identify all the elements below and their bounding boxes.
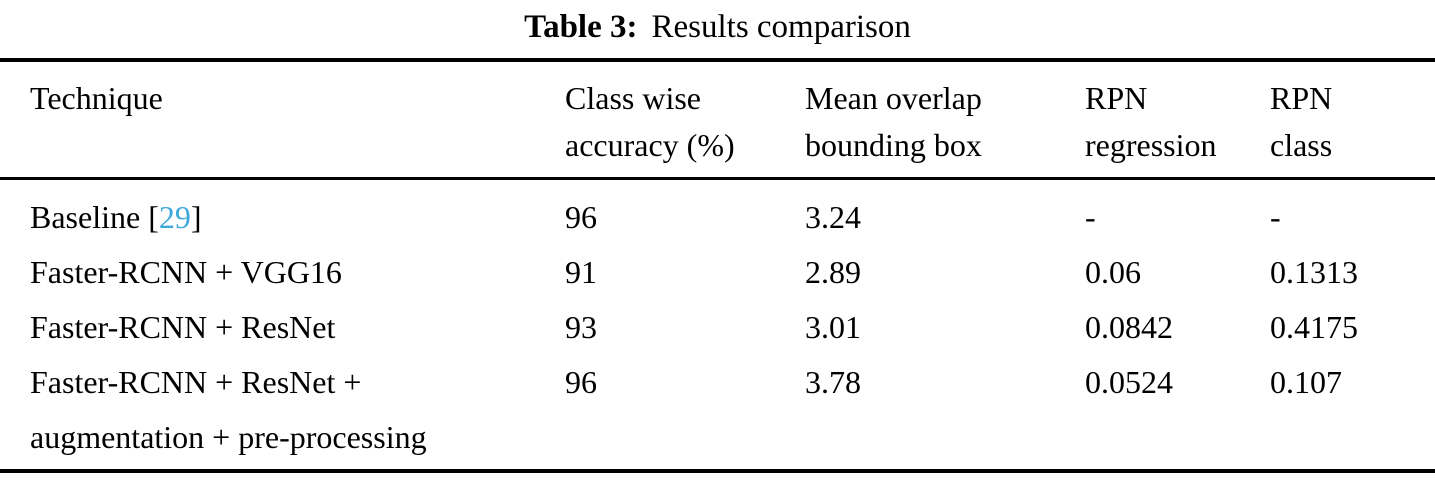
table-row-faster-rcnn-vgg16: Faster-RCNN + VGG16 91 2.89 0.06 0.1313 [0, 245, 1435, 300]
accuracy-cell: 91 [565, 254, 597, 290]
technique-text: Baseline [ [30, 199, 159, 235]
rpn-regression-cell: - [1085, 199, 1096, 235]
column-header-class-wise-accuracy: Class wise accuracy (%) [565, 60, 805, 180]
technique-cell: Faster-RCNN + ResNet [30, 309, 336, 345]
rpn-class-cell: - [1270, 199, 1281, 235]
technique-text: ] [190, 199, 202, 235]
overlap-cell: 3.24 [805, 199, 861, 235]
citation-link-29[interactable]: 29 [158, 199, 191, 235]
rpn-class-cell: 0.4175 [1270, 309, 1358, 345]
overlap-cell: 3.01 [805, 309, 861, 345]
accuracy-cell: 96 [565, 364, 597, 400]
table-caption-text: Results comparison [651, 9, 911, 45]
table-row-faster-rcnn-resnet-augmented: Faster-RCNN + ResNet + augmentation + pr… [0, 355, 1435, 471]
table-caption: Table 3: Results comparison [0, 0, 1435, 48]
technique-cell: Baseline [29] [0, 179, 565, 246]
overlap-cell: 2.89 [805, 254, 861, 290]
column-header-technique: Technique [0, 60, 565, 180]
technique-text-line1: Faster-RCNN + ResNet + [30, 364, 362, 400]
rpn-class-cell: 0.107 [1270, 364, 1342, 400]
column-header-rpn-class: RPN class [1270, 60, 1435, 180]
table-caption-label: Table 3: [524, 9, 638, 45]
results-table: Technique Class wise accuracy (%) Mean o… [0, 58, 1435, 473]
header-row: Technique Class wise accuracy (%) Mean o… [0, 60, 1435, 180]
column-header-rpn-regression: RPN regression [1085, 60, 1270, 180]
technique-cell: Faster-RCNN + ResNet + augmentation + pr… [0, 355, 565, 471]
rpn-class-cell: 0.1313 [1270, 254, 1358, 290]
rpn-regression-cell: 0.0524 [1085, 364, 1173, 400]
table-row-baseline: Baseline [29] 96 3.24 - - [0, 179, 1435, 246]
accuracy-cell: 96 [565, 199, 597, 235]
overlap-cell: 3.78 [805, 364, 861, 400]
rpn-regression-cell: 0.0842 [1085, 309, 1173, 345]
technique-cell: Faster-RCNN + VGG16 [30, 254, 342, 290]
accuracy-cell: 93 [565, 309, 597, 345]
technique-text-line2: augmentation + pre-processing [30, 419, 427, 455]
table-row-faster-rcnn-resnet: Faster-RCNN + ResNet 93 3.01 0.0842 0.41… [0, 300, 1435, 355]
column-header-mean-overlap: Mean overlap bounding box [805, 60, 1085, 180]
rpn-regression-cell: 0.06 [1085, 254, 1141, 290]
